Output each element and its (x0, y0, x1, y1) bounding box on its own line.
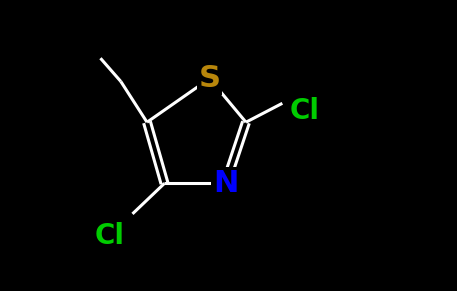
Text: Cl: Cl (289, 97, 319, 125)
Text: Cl: Cl (94, 222, 124, 250)
Text: S: S (199, 64, 221, 93)
Text: N: N (213, 169, 238, 198)
